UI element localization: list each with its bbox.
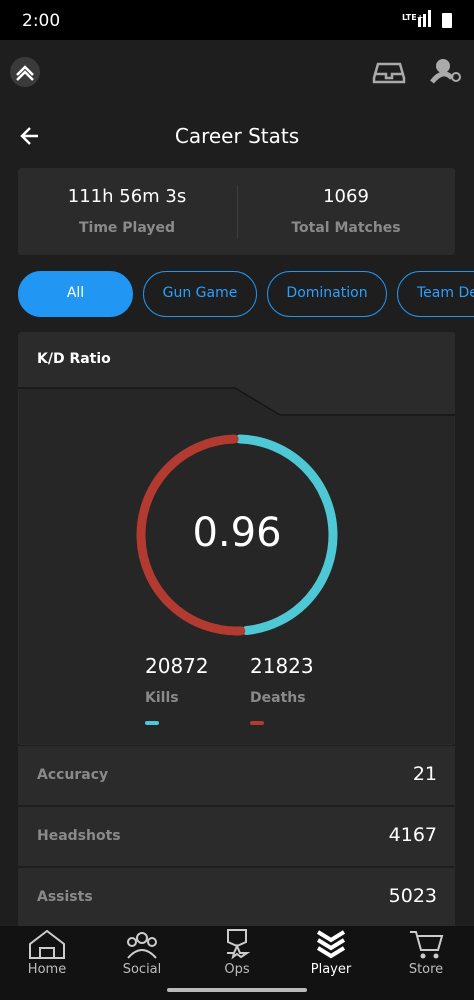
inbox[interactable] [372,62,406,84]
back-button[interactable] [20,127,38,145]
summary-card [18,168,455,255]
stat-row: Headshots 4167 [18,807,455,866]
status-bar [0,0,474,40]
network: LTE+ [402,13,424,22]
stat-label: Accuracy [37,767,109,783]
nav-label[interactable]: Store [408,962,444,977]
kills-value: 20872 [145,654,209,678]
stat-row: Assists 5023 [18,868,455,927]
summary-value: 1069 [323,186,369,207]
kills-label: Kills [145,690,179,706]
page-title: Career Stats [174,124,300,148]
kd-chart [18,387,455,636]
summary-label: Total Matches [291,220,401,236]
deaths-arc [136,434,246,636]
stat-value: 5023 [388,885,437,907]
clock: 2:00 [22,11,61,31]
stat-label: Assists [37,889,93,905]
deaths-label: Deaths [250,690,306,706]
summary-label: Time Played [78,220,176,236]
header-icons [10,10,461,145]
stat-label: Headshots [37,828,121,844]
tab[interactable]: Gun Game [143,271,257,317]
stat-value: 21 [412,763,437,785]
tab[interactable]: All [18,271,133,317]
nav-icons [29,929,444,992]
deaths-value: 21823 [250,654,314,678]
stat-row: Accuracy 21 [18,746,455,805]
bottom-nav [0,926,474,1000]
nav-label[interactable]: Player [310,962,352,977]
stat-value: 4167 [388,824,437,846]
nav-label[interactable]: Social [122,962,162,977]
card-title: K/D Ratio [37,351,111,367]
tab[interactable]: Domination [267,271,387,317]
kd-ratio: 0.96 [192,510,282,556]
summary-value: 111h 56m 3s [67,186,187,207]
nav-label[interactable]: Ops [224,962,250,977]
tab[interactable]: Team De [397,271,474,317]
profile-search[interactable] [436,59,450,73]
kills-arc [235,434,338,636]
nav-label[interactable]: Home [27,962,67,977]
